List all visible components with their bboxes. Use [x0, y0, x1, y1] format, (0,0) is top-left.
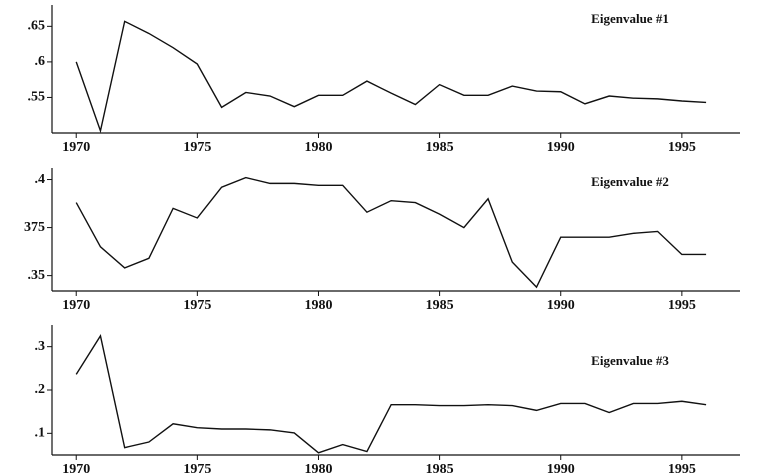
series-line — [75, 334, 707, 454]
x-tick-label: 1995 — [668, 462, 696, 476]
y-tick-label: .2 — [35, 382, 46, 397]
x-tick-label: 1975 — [183, 298, 211, 313]
panel-title: Eigenvalue #2 — [591, 174, 669, 189]
y-tick-label: .55 — [28, 90, 46, 105]
x-tick-label: 1980 — [304, 298, 332, 313]
x-tick-label: 1975 — [183, 140, 211, 155]
panel-title: Eigenvalue #1 — [591, 11, 669, 26]
y-tick-label: .4 — [35, 172, 46, 187]
x-tick-label: 1970 — [62, 140, 90, 155]
series-line — [75, 176, 707, 289]
y-tick-label: .35 — [28, 268, 46, 283]
y-tick-label: .65 — [28, 19, 46, 34]
x-tick-label: 1995 — [668, 298, 696, 313]
x-tick-label: 1985 — [426, 140, 454, 155]
x-tick-label: 1970 — [62, 462, 90, 476]
x-tick-label: 1985 — [426, 298, 454, 313]
y-tick-label: .6 — [35, 54, 46, 69]
x-tick-label: 1990 — [547, 298, 575, 313]
y-tick-label: 375 — [24, 220, 45, 235]
x-tick-label: 1975 — [183, 462, 211, 476]
x-tick-label: 1985 — [426, 462, 454, 476]
x-tick-label: 1990 — [547, 140, 575, 155]
y-tick-label: .3 — [35, 339, 46, 354]
series-line — [75, 20, 707, 134]
x-tick-label: 1995 — [668, 140, 696, 155]
x-tick-label: 1990 — [547, 462, 575, 476]
x-tick-label: 1970 — [62, 298, 90, 313]
panel-title: Eigenvalue #3 — [591, 353, 669, 368]
x-tick-label: 1980 — [304, 462, 332, 476]
y-tick-label: .1 — [35, 426, 46, 441]
x-tick-label: 1980 — [304, 140, 332, 155]
